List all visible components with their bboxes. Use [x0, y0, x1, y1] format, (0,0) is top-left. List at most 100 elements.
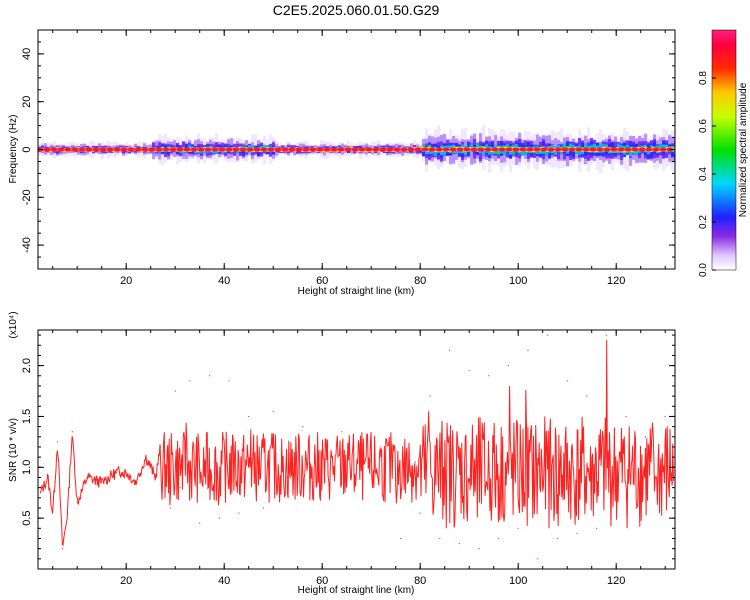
- spectrogram-peak: [575, 147, 583, 152]
- snr-point: [566, 380, 568, 382]
- snr-scale-label: (x10⁴): [8, 311, 19, 338]
- spectrogram-peak: [582, 147, 590, 152]
- snr-point: [321, 481, 323, 484]
- spectrogram-ytick-label: 20: [21, 96, 33, 108]
- snr-point: [248, 415, 250, 418]
- chart-title: C2E5.2025.060.01.50.G29: [273, 2, 440, 18]
- spectrogram-peak: [365, 147, 373, 152]
- spectrogram-cell: [620, 144, 624, 151]
- spectrogram-peak: [239, 147, 247, 152]
- snr-point: [57, 441, 59, 443]
- spectrogram-peak: [274, 147, 282, 152]
- snr-point: [605, 334, 608, 336]
- spectrogram-peak: [386, 147, 394, 152]
- snr-point: [228, 380, 230, 382]
- spectrogram-peak: [141, 147, 149, 152]
- spectrogram-peak: [309, 147, 317, 152]
- spectrogram-peak: [295, 147, 303, 152]
- spectrogram-peak: [526, 147, 534, 152]
- spectrogram-peak: [491, 147, 499, 152]
- spectrogram-peak: [484, 147, 492, 152]
- spectrogram-cell: [497, 148, 501, 155]
- spectrogram-peak: [176, 147, 184, 152]
- spectrogram-peak: [498, 147, 506, 152]
- spectrogram-peak: [372, 147, 380, 152]
- snr-ylabel: SNR (10 * v/v): [8, 418, 19, 482]
- snr-point: [414, 461, 416, 463]
- spectrogram-peak: [610, 147, 618, 152]
- snr-point: [39, 492, 42, 494]
- spectrogram-peak: [71, 147, 79, 152]
- spectrogram-peak: [617, 147, 625, 152]
- snr-point: [115, 471, 117, 473]
- spectrogram-ytick-label: 40: [21, 48, 33, 60]
- snr-point: [272, 410, 274, 412]
- snr-panel: 20 40 60 80 100 120 0.5 1.0 1.5 2.0 Height of str…: [8, 311, 676, 596]
- snr-point: [586, 395, 588, 397]
- colorbar-label: Normalized spectral amplitude: [738, 82, 749, 217]
- spectrogram-peak: [64, 147, 72, 152]
- spectrogram-peak: [155, 147, 163, 152]
- spectrogram-peak: [225, 147, 233, 152]
- spectrogram-peak: [169, 147, 177, 152]
- snr-ytick-label: 1.0: [21, 460, 33, 475]
- spectrogram-peak: [204, 147, 212, 152]
- snr-point: [238, 512, 240, 514]
- spectrogram-peak: [99, 147, 107, 152]
- snr-point: [287, 476, 289, 479]
- snr-point: [547, 334, 549, 336]
- spectrogram-peak: [92, 147, 100, 152]
- snr-point: [360, 466, 362, 468]
- snr-point: [390, 456, 392, 458]
- snr-point: [654, 476, 657, 479]
- spectrogram-peak: [113, 147, 121, 152]
- spectrogram-peak: [302, 147, 310, 152]
- spectrogram-xlabel: Height of straight line (km): [298, 286, 415, 297]
- spectrogram-cell: [623, 145, 627, 149]
- colorbar-tick-label: 0.0: [698, 263, 709, 277]
- spectrogram-peak: [652, 147, 660, 152]
- spectrogram-panel: 20 40 60 80 100 120 -40 -20 0 20 40 Height of stra…: [8, 29, 676, 297]
- snr-point: [380, 446, 382, 448]
- snr-point: [341, 431, 343, 433]
- spectrogram-xtick-label: 60: [316, 275, 328, 287]
- snr-point: [218, 517, 220, 519]
- spectrogram-peak: [232, 147, 240, 152]
- snr-point: [66, 512, 68, 514]
- spectrogram-peak: [512, 147, 520, 152]
- spectrogram-peak: [190, 147, 198, 152]
- spectrogram-peak: [50, 147, 58, 152]
- spectrogram-peak: [183, 147, 191, 152]
- spectrogram-peak: [519, 147, 527, 152]
- spectrogram-peak: [393, 147, 401, 152]
- snr-point: [400, 537, 402, 540]
- snr-point: [125, 471, 127, 473]
- spectrogram-peak: [211, 147, 219, 152]
- snr-xtick-label: 60: [316, 575, 328, 587]
- spectrogram-peak: [638, 147, 646, 152]
- spectrogram-ytick-label: -40: [21, 237, 33, 253]
- snr-point: [76, 502, 78, 504]
- spectrogram-peak: [645, 147, 653, 152]
- spectrogram-peak: [421, 147, 429, 152]
- snr-point: [478, 548, 480, 550]
- snr-ytick-label: 2.0: [21, 358, 33, 373]
- spectrogram-peak: [568, 147, 576, 152]
- snr-point: [645, 436, 647, 438]
- snr-point: [439, 537, 441, 540]
- spectrogram-peak: [596, 147, 604, 152]
- spectrogram-peak: [316, 147, 324, 152]
- spectrogram-peak: [554, 147, 562, 152]
- spectrogram-peak: [400, 147, 408, 152]
- spectrogram-peak: [624, 147, 632, 152]
- spectrogram-xtick-label: 80: [414, 275, 426, 287]
- snr-point: [576, 532, 578, 535]
- spectrogram-peak: [470, 147, 478, 152]
- spectrogram-peak: [288, 147, 296, 152]
- spectrogram-peak: [120, 147, 128, 152]
- colorbar-tick-label: 0.4: [698, 167, 709, 181]
- spectrogram-peak: [106, 147, 114, 152]
- snr-point: [61, 548, 64, 550]
- snr-xlabel: Height of straight line (km): [298, 585, 415, 596]
